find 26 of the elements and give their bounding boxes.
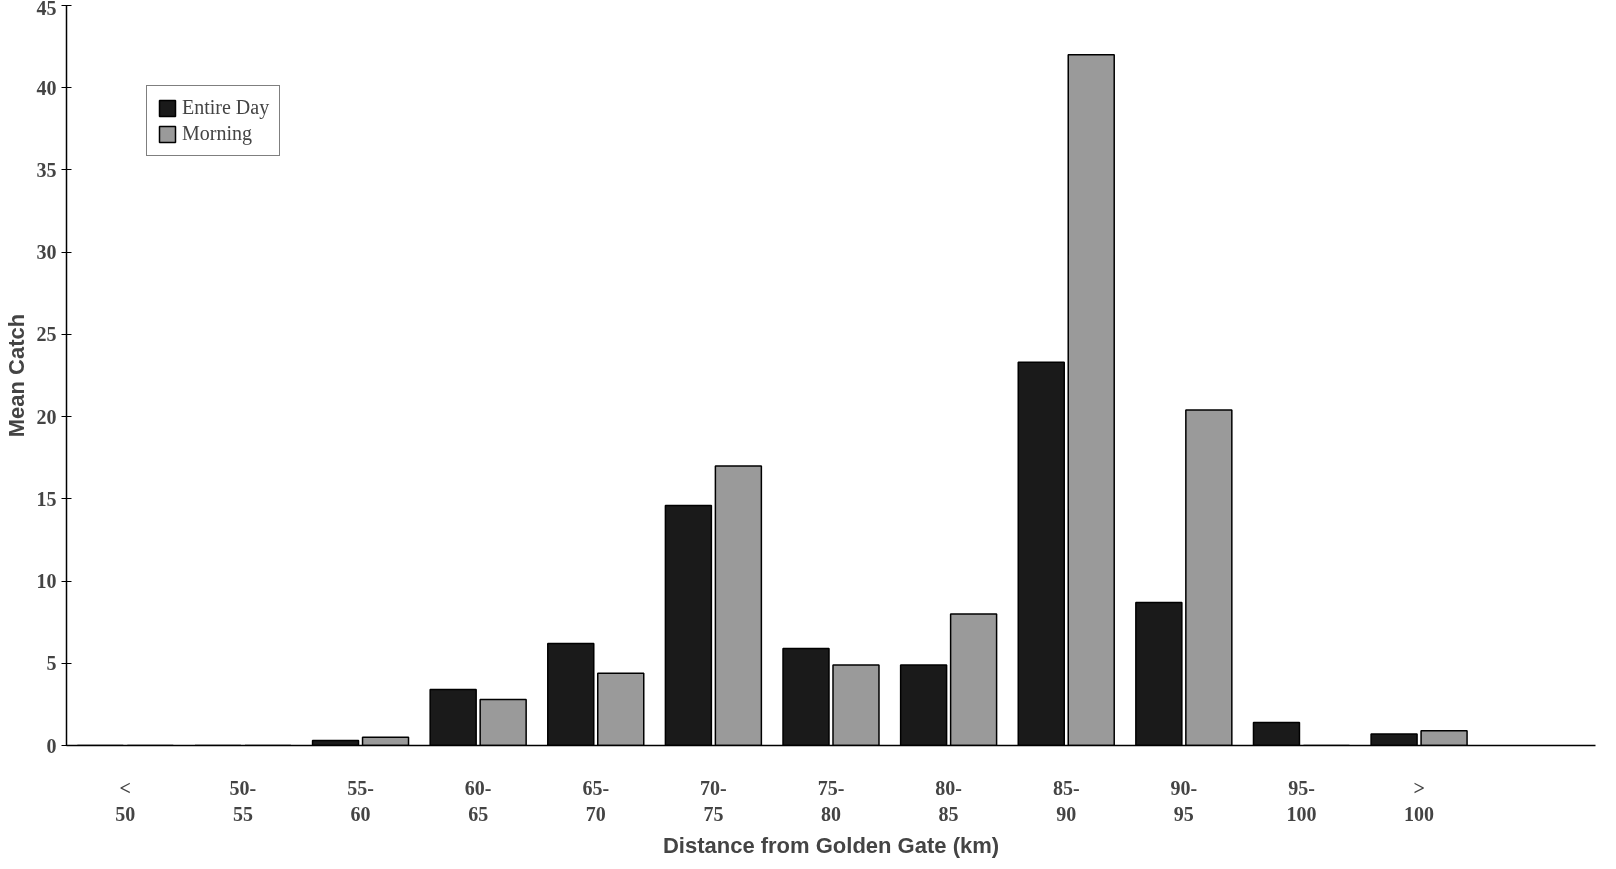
y-tick-label: 40 <box>36 76 57 99</box>
x-tick-label: 65- 70 <box>582 776 610 825</box>
x-tick-label: 80- 85 <box>935 776 962 825</box>
x-tick-label: 75- 80 <box>817 776 845 825</box>
x-tick-label: < 50 <box>115 776 136 825</box>
x-tick-label: 85- 90 <box>1052 776 1080 825</box>
x-tick-label: 60- 65 <box>464 776 492 825</box>
y-tick-label: 20 <box>36 405 57 428</box>
x-axis-title: Distance from Golden Gate (km) <box>662 832 1000 858</box>
x-tick-label: > 100 <box>1404 776 1435 825</box>
legend-label: Entire Day <box>182 96 270 119</box>
y-axis-title: Mean Catch <box>3 313 29 438</box>
x-tick-label: 70- 75 <box>700 776 727 825</box>
y-tick-label: 5 <box>46 652 57 675</box>
y-tick-label: 15 <box>36 487 57 510</box>
x-tick-label: 90- 95 <box>1170 776 1198 825</box>
x-tick-label: 95- 100 <box>1286 776 1317 825</box>
y-tick-label: 0 <box>46 734 57 757</box>
y-tick-label: 10 <box>36 570 57 593</box>
y-tick-label: 45 <box>36 0 57 19</box>
y-tick-label: 25 <box>36 323 57 346</box>
x-tick-label: 50- 55 <box>229 776 257 825</box>
y-tick-label: 35 <box>36 158 57 181</box>
x-tick-label: 55- 60 <box>347 776 374 825</box>
y-tick-label: 30 <box>36 241 57 264</box>
legend-label: Morning <box>182 122 252 145</box>
